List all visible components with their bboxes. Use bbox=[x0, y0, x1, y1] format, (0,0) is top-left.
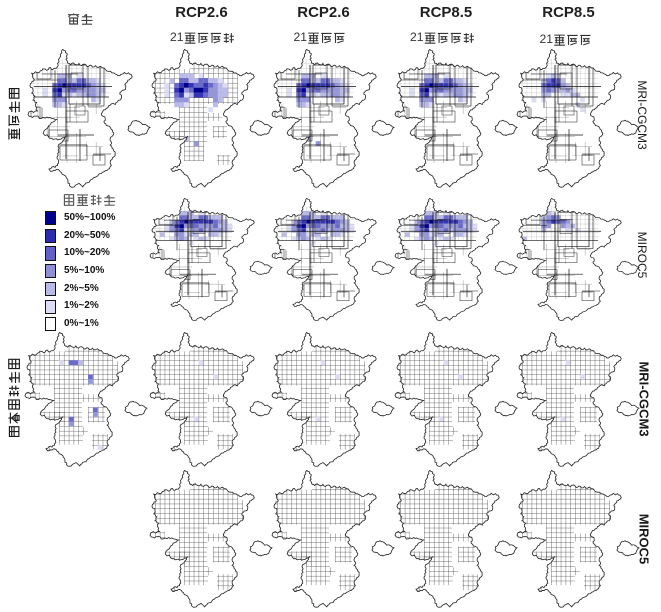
svg-text:21: 21 bbox=[410, 31, 424, 44]
svg-text:21: 21 bbox=[540, 33, 554, 46]
svg-text:21: 21 bbox=[170, 31, 184, 44]
svg-text:21: 21 bbox=[294, 31, 308, 44]
